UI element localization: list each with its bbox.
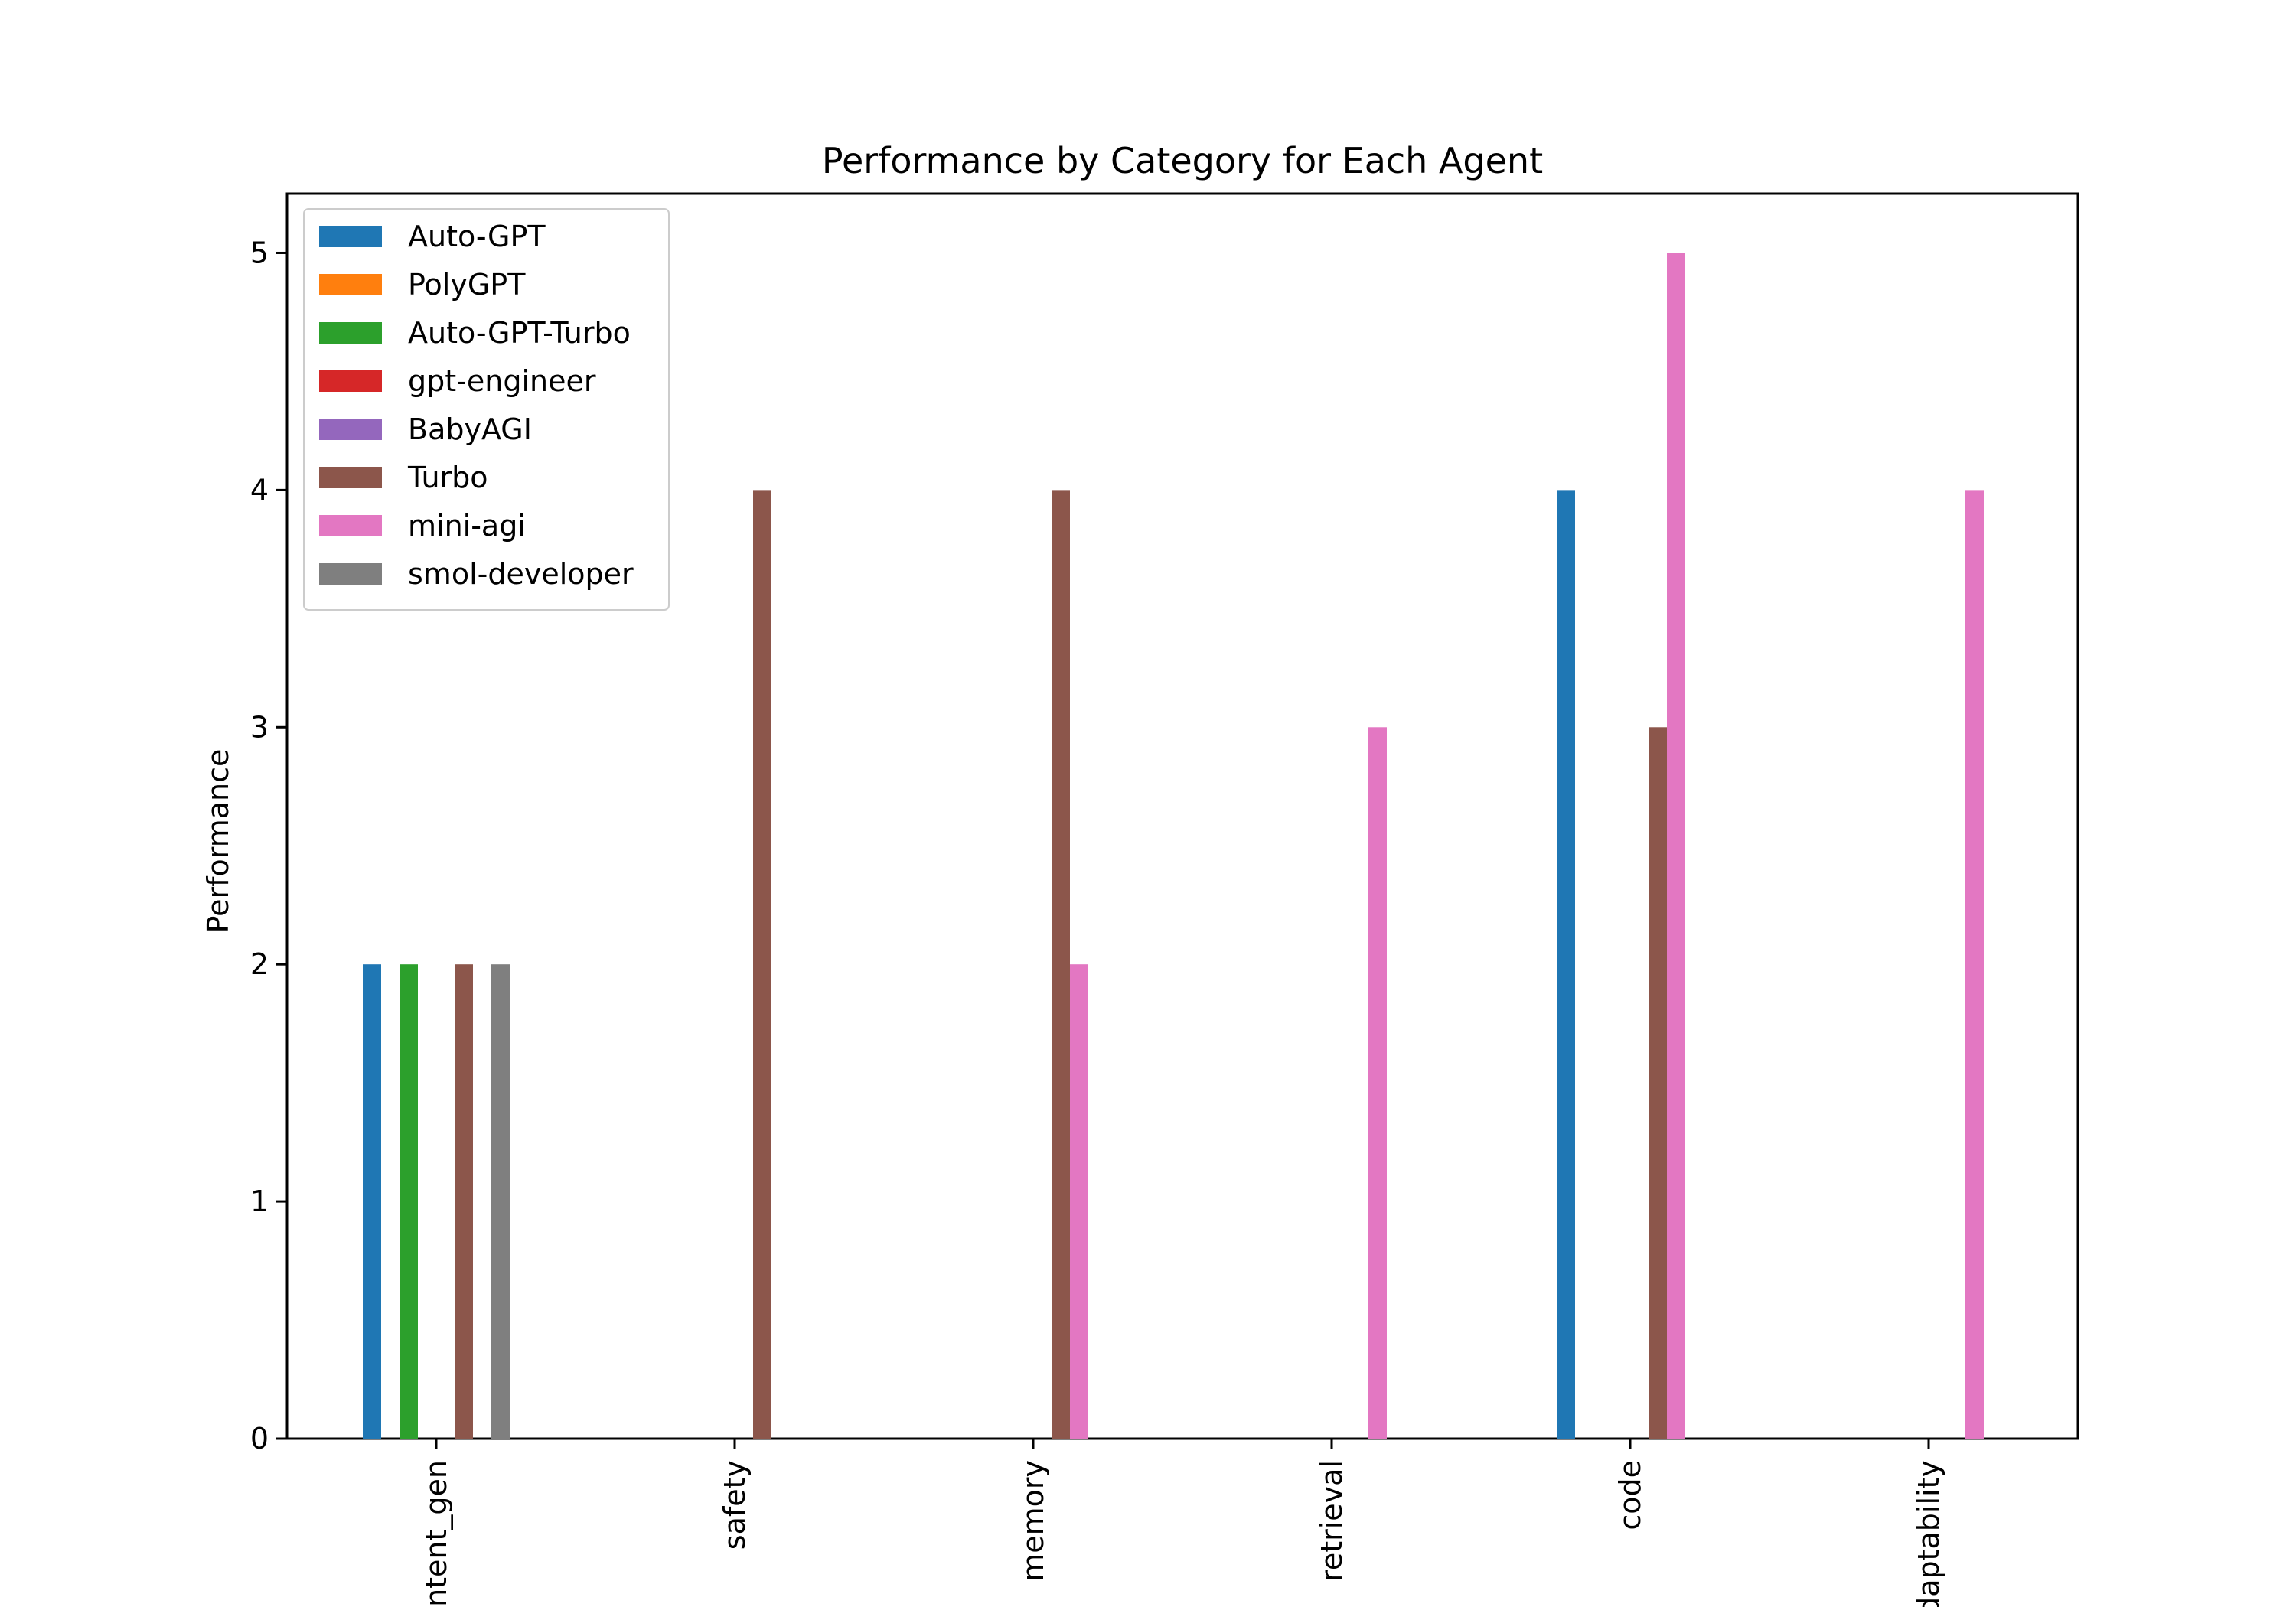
y-axis: 0 1 2 3 4 5 <box>250 236 287 1455</box>
y-tick-label: 1 <box>250 1185 269 1218</box>
y-tick-label: 5 <box>250 236 269 269</box>
bar-mini-agi-retrieval <box>1368 727 1387 1439</box>
legend-swatch <box>319 467 382 488</box>
legend-frame <box>303 208 670 611</box>
chart-title: Performance by Category for Each Agent <box>822 140 1543 181</box>
legend-label: BabyAGI <box>408 412 532 446</box>
legend-item-smol-developer[interactable]: smol-developer <box>319 557 634 591</box>
x-tick-label-retrieval: retrieval <box>1315 1460 1349 1582</box>
legend-item-auto-gpt[interactable]: Auto-GPT <box>319 220 546 253</box>
legend-item-polygpt[interactable]: PolyGPT <box>319 268 526 302</box>
bar-turbo-safety <box>753 490 771 1439</box>
x-tick-label-content-gen: content_gen <box>419 1460 453 1607</box>
legend-label: Auto-GPT <box>408 220 546 253</box>
y-tick-label: 3 <box>250 710 269 744</box>
x-tick-label-memory: memory <box>1016 1460 1050 1582</box>
legend[interactable]: Auto-GPT PolyGPT Auto-GPT-Turbo gpt-enginee… <box>303 208 670 611</box>
x-axis: content_gen safety memory retrieval code adap… <box>419 1439 1945 1607</box>
legend-swatch <box>319 274 382 295</box>
legend-swatch <box>319 226 382 247</box>
legend-item-mini-agi[interactable]: mini-agi <box>319 509 526 543</box>
legend-swatch <box>319 419 382 440</box>
plot-frame <box>285 192 2079 1440</box>
legend-label: PolyGPT <box>408 268 526 302</box>
bar-mini-agi-adaptability <box>1965 490 1984 1439</box>
bar-turbo-content-gen <box>455 964 473 1439</box>
legend-label: Auto-GPT-Turbo <box>408 316 631 350</box>
legend-swatch <box>319 322 382 344</box>
x-tick-label-adaptability: adaptability <box>1912 1460 1945 1607</box>
plot-area <box>285 192 2079 1440</box>
legend-label: smol-developer <box>408 557 634 591</box>
legend-item-turbo[interactable]: Turbo <box>319 461 488 494</box>
legend-swatch <box>319 563 382 585</box>
legend-swatch <box>319 370 382 392</box>
x-tick-label-code: code <box>1613 1460 1647 1530</box>
bar-mini-agi-code <box>1667 253 1685 1439</box>
legend-label: Turbo <box>407 461 488 494</box>
y-tick-label: 0 <box>250 1422 269 1455</box>
bar-auto-gpt-content-gen <box>363 964 381 1439</box>
legend-label: mini-agi <box>408 509 526 543</box>
bar-auto-gpt-turbo-content-gen <box>400 964 418 1439</box>
bar-turbo-code <box>1649 727 1667 1439</box>
bar-mini-agi-memory <box>1070 964 1088 1439</box>
legend-swatch <box>319 515 382 536</box>
legend-label: gpt-engineer <box>408 364 596 398</box>
y-axis-title: Performance <box>201 749 235 934</box>
y-tick-label: 2 <box>250 947 269 981</box>
bar-smol-developer-content-gen <box>491 964 510 1439</box>
legend-item-babyagi[interactable]: BabyAGI <box>319 412 532 446</box>
bar-turbo-memory <box>1052 490 1070 1439</box>
x-tick-label-safety: safety <box>718 1460 752 1550</box>
x-tick-labels: content_gen safety memory retrieval code adap… <box>419 1460 1945 1607</box>
legend-item-gpt-engineer[interactable]: gpt-engineer <box>319 364 596 398</box>
bars <box>363 253 1984 1439</box>
y-tick-label: 4 <box>250 473 269 507</box>
legend-item-auto-gpt-turbo[interactable]: Auto-GPT-Turbo <box>319 316 631 350</box>
bar-auto-gpt-code <box>1557 490 1575 1439</box>
